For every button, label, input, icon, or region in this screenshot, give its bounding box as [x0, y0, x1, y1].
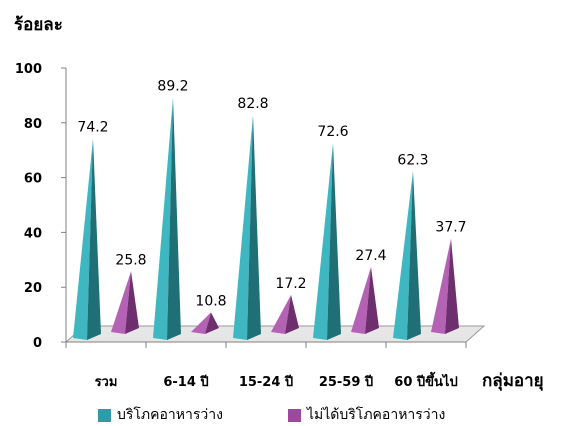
bar-not-consumed [271, 294, 299, 334]
legend-swatch-not-consumed [288, 408, 301, 422]
x-tick-label: 6-14 ปี [163, 374, 208, 390]
legend-item-consumed: บริโภคอาหารว่าง [98, 404, 223, 426]
data-label-not-consumed: 27.4 [355, 248, 386, 264]
bar-consumed [153, 97, 181, 340]
data-label-consumed: 62.3 [397, 152, 428, 168]
x-tick-label: รวม [95, 375, 118, 390]
data-label-not-consumed: 17.2 [275, 276, 306, 292]
bar-consumed [393, 171, 421, 340]
data-label-consumed: 89.2 [157, 79, 188, 95]
data-label-consumed: 74.2 [77, 120, 108, 136]
x-tick-label: 60 ปีขึ้นไป [394, 371, 457, 390]
bar-not-consumed-face-left [191, 312, 211, 334]
bar-not-consumed-face-right [445, 238, 459, 334]
legend-label-not-consumed: ไม่ได้บริโภคอาหารว่าง [307, 407, 446, 423]
bar-not-consumed [431, 238, 459, 334]
bar-consumed-face-right [167, 97, 181, 340]
legend-item-not-consumed: ไม่ได้บริโภคอาหารว่าง [288, 404, 445, 426]
bar-consumed-face-right [327, 143, 341, 340]
bar-consumed [233, 115, 261, 341]
legend-label-consumed: บริโภคอาหารว่าง [117, 407, 223, 423]
bar-consumed-face-right [407, 171, 421, 340]
bar-consumed [313, 143, 341, 340]
data-label-not-consumed: 10.8 [195, 293, 226, 309]
data-label-not-consumed: 25.8 [115, 252, 146, 268]
bar-not-consumed-face-right [125, 271, 139, 334]
bar-consumed-face-left [153, 97, 173, 340]
bar-consumed-face-left [313, 143, 333, 340]
y-axis-title: ร้อยละ [14, 15, 63, 35]
data-label-consumed: 72.6 [317, 124, 348, 140]
x-tick-label: 25-59 ปี [319, 374, 373, 390]
bar-not-consumed [111, 271, 139, 334]
bar-not-consumed-face-right [205, 312, 219, 334]
y-tick-label: 0 [33, 336, 42, 351]
data-label-not-consumed: 37.7 [435, 220, 466, 236]
bar-not-consumed-face-right [285, 294, 299, 334]
y-tick-label: 60 [24, 172, 42, 187]
bar-not-consumed-face-left [271, 294, 291, 334]
bar-consumed-face-left [393, 171, 413, 340]
bar-consumed-face-right [247, 115, 261, 341]
data-label-consumed: 82.8 [237, 96, 268, 112]
y-tick-label: 40 [24, 226, 42, 241]
plot-area: 74.2 89.2 82.8 72.6 62.3 25.8 10.8 17.2 27.4 37.7 [73, 79, 467, 341]
bar-not-consumed-face-left [431, 238, 451, 334]
bar-not-consumed [191, 312, 219, 334]
x-tick-label: 15-24 ปี [239, 374, 293, 390]
bar-consumed-face-left [73, 138, 93, 340]
bar-not-consumed [351, 266, 379, 334]
bar-not-consumed-face-left [351, 266, 371, 334]
bar-not-consumed-face-right [365, 266, 379, 334]
y-tick-label: 80 [24, 117, 42, 132]
axes: 0 20 40 60 80 100 รวม 6-14 ปี 15-24 ปี 25-59 ปี 60… [15, 62, 467, 390]
y-tick-label: 20 [24, 281, 42, 296]
bar-consumed [73, 138, 101, 340]
x-axis-title: กลุ่มอายุ [482, 371, 544, 391]
y-tick-label: 100 [15, 62, 42, 77]
bar-consumed-face-right [87, 138, 101, 340]
bar-consumed-face-left [233, 115, 253, 341]
bar-not-consumed-face-left [111, 271, 131, 334]
legend-swatch-consumed [98, 408, 111, 422]
